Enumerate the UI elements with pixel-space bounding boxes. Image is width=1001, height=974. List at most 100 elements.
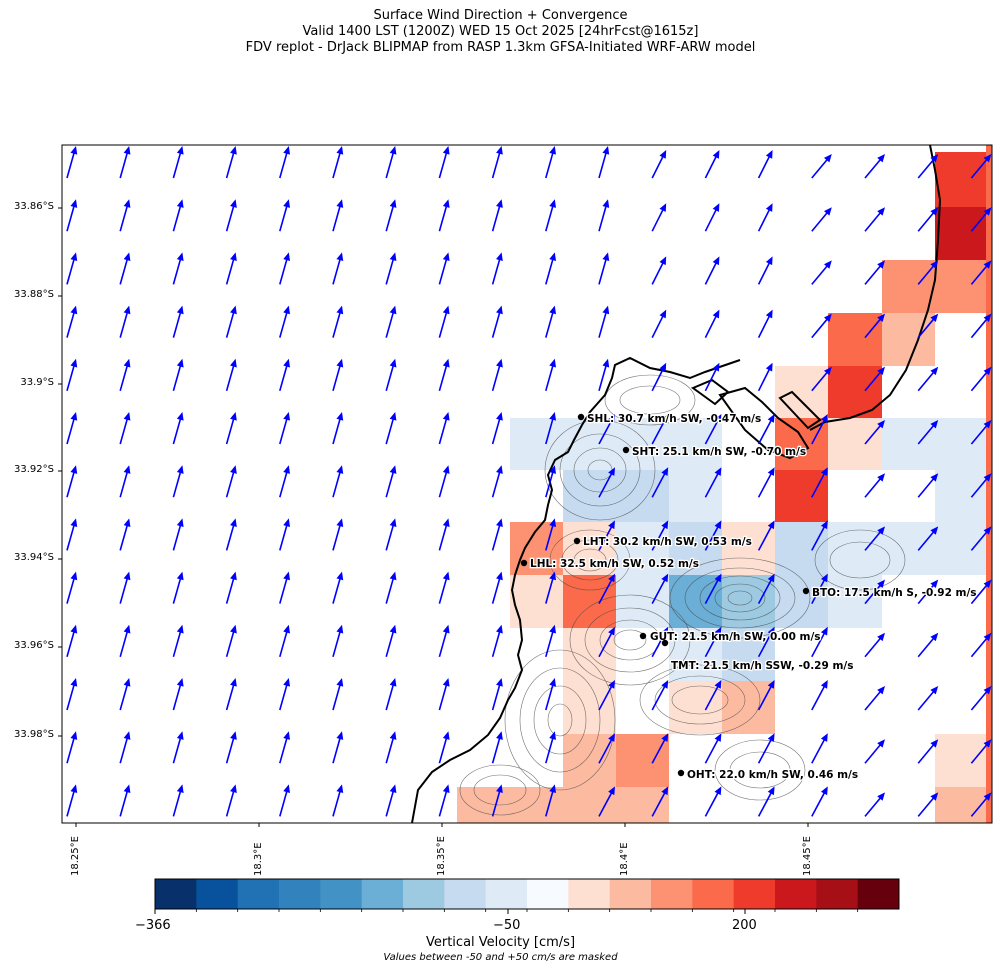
wind-arrow	[66, 624, 78, 658]
station-marker	[677, 769, 685, 777]
wind-arrow	[757, 520, 775, 551]
wind-arrow	[172, 465, 184, 498]
coastline	[411, 145, 942, 823]
wind-arrow	[491, 412, 503, 445]
wind-arrow	[651, 626, 669, 658]
wind-arrow	[651, 150, 667, 179]
vertical-velocity-cell	[563, 470, 616, 522]
wind-arrow	[385, 412, 397, 445]
vertical-velocity-cell	[669, 681, 722, 734]
wind-arrow	[704, 362, 720, 392]
wind-arrow	[119, 358, 131, 392]
wind-arrow	[491, 784, 503, 817]
terrain-contour	[654, 675, 746, 725]
wind-arrow	[811, 573, 828, 604]
vertical-velocity-cell	[935, 418, 992, 470]
wind-arrow	[704, 203, 720, 232]
vertical-velocity-cell	[828, 418, 882, 470]
wind-arrow	[119, 305, 131, 338]
wind-arrow	[66, 465, 78, 498]
y-tick-label: 33.96°S	[14, 640, 54, 651]
x-tick-label: 18.45°E	[802, 836, 813, 876]
wind-arrow	[491, 624, 503, 658]
wind-arrow	[491, 358, 503, 392]
vertical-velocity-cell	[882, 260, 935, 313]
terrain-contour	[619, 385, 681, 415]
station-marker	[520, 559, 528, 567]
map-title-line2: Valid 1400 LST (1200Z) WED 15 Oct 2025 […	[302, 24, 699, 39]
wind-arrow	[172, 571, 184, 604]
wind-arrow	[119, 412, 131, 445]
vertical-velocity-cell	[935, 260, 992, 313]
vertical-velocity-cell	[563, 787, 616, 823]
wind-arrow	[545, 571, 557, 604]
wind-arrow	[385, 731, 397, 764]
colorbar-swatch	[361, 879, 404, 909]
wind-arrow	[332, 305, 344, 338]
wind-arrow	[385, 252, 397, 285]
wind-arrow	[864, 154, 885, 179]
wind-arrow	[970, 420, 992, 445]
terrain-contour	[714, 739, 806, 801]
y-axis-ticks	[58, 207, 62, 737]
terrain-contour	[519, 667, 601, 773]
wind-arrow	[225, 678, 237, 711]
colorbar-swatch	[320, 879, 363, 909]
wind-arrow	[811, 733, 828, 764]
wind-arrows	[66, 146, 992, 817]
wind-arrow	[864, 366, 885, 392]
wind-arrow	[385, 305, 397, 338]
station-marker	[577, 413, 585, 421]
colorbar-title: Vertical Velocity [cm/s]	[425, 935, 576, 950]
wind-arrow	[598, 467, 615, 498]
wind-arrow	[332, 731, 344, 764]
wind-arrow	[545, 678, 557, 711]
colorbar-tick-mid: −50	[493, 918, 521, 933]
colorbar-swatch	[857, 879, 900, 909]
wind-arrow	[279, 518, 291, 551]
wind-arrow	[119, 784, 131, 817]
vertical-velocity-cell	[935, 787, 992, 823]
wind-arrow	[66, 358, 78, 392]
wind-arrow	[225, 784, 237, 817]
vertical-velocity-cell	[828, 575, 882, 628]
wind-arrow	[917, 473, 939, 498]
wind-arrow	[970, 792, 992, 817]
wind-arrow	[225, 358, 237, 392]
wind-arrow	[917, 739, 939, 764]
wind-arrow	[172, 784, 184, 817]
colorbar-swatch	[279, 879, 321, 909]
wind-arrow	[332, 571, 344, 604]
wind-arrow	[491, 199, 503, 232]
wind-arrow	[545, 305, 557, 338]
vertical-velocity-cell	[882, 313, 935, 366]
plot-frame	[61, 144, 993, 824]
vertical-velocity-cell	[616, 470, 669, 522]
colorbar-swatch	[816, 879, 859, 909]
wind-arrow	[172, 731, 184, 764]
wind-arrow	[385, 518, 397, 551]
wind-arrow	[704, 786, 722, 817]
wind-arrow	[864, 686, 885, 711]
wind-arrow	[811, 414, 828, 445]
wind-arrow	[651, 256, 667, 285]
colorbar-swatch	[692, 879, 735, 909]
wind-arrow	[598, 733, 615, 764]
wind-arrow	[279, 465, 291, 498]
terrain-contour	[714, 583, 766, 613]
wind-arrow	[704, 733, 722, 764]
wind-arrow	[811, 313, 832, 339]
wind-arrow	[651, 414, 669, 445]
wind-arrow	[651, 203, 667, 232]
wind-arrow	[704, 680, 722, 711]
y-tick-label: 33.94°S	[14, 552, 54, 563]
wind-arrow	[917, 579, 939, 605]
terrain-contour	[814, 529, 906, 591]
wind-arrow	[438, 358, 450, 392]
wind-arrow	[917, 313, 939, 339]
colorbar	[154, 878, 900, 914]
wind-arrow	[757, 309, 773, 338]
wind-arrow	[332, 678, 344, 711]
wind-arrow	[598, 520, 615, 551]
wind-arrow	[225, 571, 237, 604]
